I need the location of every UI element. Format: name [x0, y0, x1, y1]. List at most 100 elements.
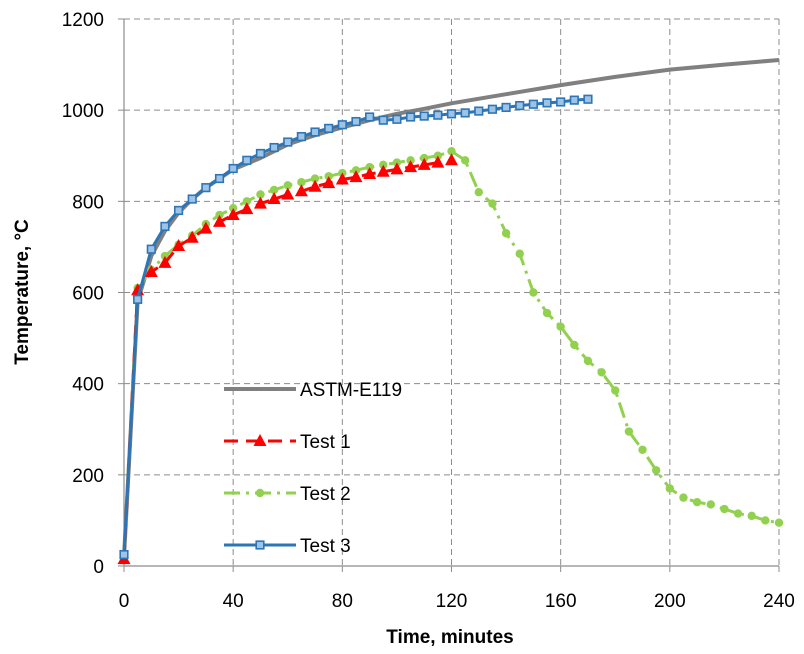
data-point — [665, 484, 675, 493]
data-point — [638, 445, 647, 454]
data-point — [747, 511, 756, 521]
data-point — [487, 104, 498, 114]
data-point — [119, 550, 129, 560]
data-point — [335, 172, 349, 185]
data-point — [542, 308, 552, 318]
data-point — [146, 244, 156, 254]
data-point — [419, 111, 429, 121]
data-point — [460, 156, 470, 165]
data-point — [199, 221, 213, 234]
legend-entry: Test 1 — [224, 432, 351, 453]
data-point — [310, 127, 320, 137]
legend-label: Test 3 — [300, 536, 351, 557]
data-point — [242, 197, 252, 206]
data-point — [363, 166, 377, 179]
data-point — [433, 110, 443, 120]
x-axis-title: Time, minutes — [386, 627, 513, 648]
y-tick-label: 1000 — [62, 101, 104, 122]
legend-entry: Test 3 — [224, 536, 351, 557]
data-point — [310, 174, 320, 183]
data-point — [255, 148, 266, 159]
data-point — [322, 176, 336, 189]
x-tick-label: 200 — [654, 591, 686, 612]
data-point — [144, 264, 158, 277]
y-tick-label: 0 — [93, 557, 104, 578]
data-point — [283, 181, 292, 190]
legend-marker — [253, 434, 267, 446]
data-point — [597, 368, 606, 377]
data-point — [405, 112, 416, 122]
data-point — [583, 356, 593, 366]
data-series — [117, 58, 784, 565]
data-point — [733, 509, 743, 518]
data-point — [228, 163, 238, 174]
data-point — [460, 108, 470, 118]
grid-lines — [124, 18, 780, 566]
series-test-3 — [119, 94, 593, 560]
legend-entry: Test 2 — [224, 484, 351, 505]
data-point — [390, 162, 404, 175]
data-point — [337, 120, 347, 130]
data-point — [294, 184, 308, 197]
data-point — [133, 294, 143, 304]
x-tick-label: 40 — [223, 591, 244, 612]
data-point — [267, 192, 281, 205]
data-point — [349, 170, 363, 183]
data-point — [281, 187, 295, 200]
data-point — [761, 516, 770, 525]
data-point — [501, 229, 511, 238]
data-point — [515, 249, 524, 258]
data-point — [283, 137, 293, 147]
legend-label: Test 2 — [300, 484, 351, 505]
legend-label: Test 1 — [300, 432, 351, 453]
data-point — [297, 177, 306, 187]
data-point — [308, 179, 322, 192]
data-point — [501, 102, 511, 113]
legend-label: ASTM-E119 — [300, 380, 402, 401]
data-point — [324, 123, 334, 133]
data-point — [774, 518, 784, 527]
legend-marker — [255, 488, 265, 498]
x-tick-label: 80 — [332, 591, 353, 612]
data-point — [679, 493, 688, 502]
data-point — [417, 157, 431, 170]
data-point — [365, 112, 375, 122]
data-point — [404, 160, 418, 173]
legend-marker — [255, 540, 265, 550]
data-point — [173, 205, 184, 216]
data-point — [488, 199, 497, 208]
legend-entry: ASTM-E119 — [224, 380, 402, 401]
data-point — [242, 155, 252, 165]
y-axis-title: Temperature, °C — [12, 219, 33, 365]
data-point — [569, 95, 579, 105]
data-point — [213, 214, 227, 227]
data-point — [431, 155, 445, 168]
x-tick-label: 0 — [119, 591, 130, 612]
data-point — [474, 106, 484, 116]
data-point — [160, 221, 170, 232]
data-point — [376, 164, 390, 177]
data-point — [214, 173, 225, 184]
data-point — [542, 98, 552, 108]
data-point — [201, 183, 211, 193]
data-point — [172, 239, 186, 252]
data-point — [556, 97, 566, 107]
data-point — [446, 109, 457, 119]
tick-labels: 0 40 80 120 160 200 240 0 200 400 600 800 1000 1200 — [62, 10, 795, 612]
data-point — [378, 115, 388, 125]
data-point — [240, 202, 254, 215]
data-point — [624, 427, 634, 436]
data-point — [269, 142, 279, 153]
data-point — [515, 101, 525, 111]
data-point — [158, 255, 172, 268]
series-test-1 — [117, 153, 458, 565]
data-point — [651, 466, 661, 475]
data-point — [187, 194, 197, 204]
data-point — [253, 196, 267, 209]
data-point — [556, 322, 565, 331]
y-tick-label: 600 — [72, 284, 104, 305]
legend: ASTM-E119 Test 1 Test 2 Test 3 — [224, 380, 402, 557]
data-point — [583, 94, 593, 104]
x-tick-label: 160 — [545, 591, 577, 612]
